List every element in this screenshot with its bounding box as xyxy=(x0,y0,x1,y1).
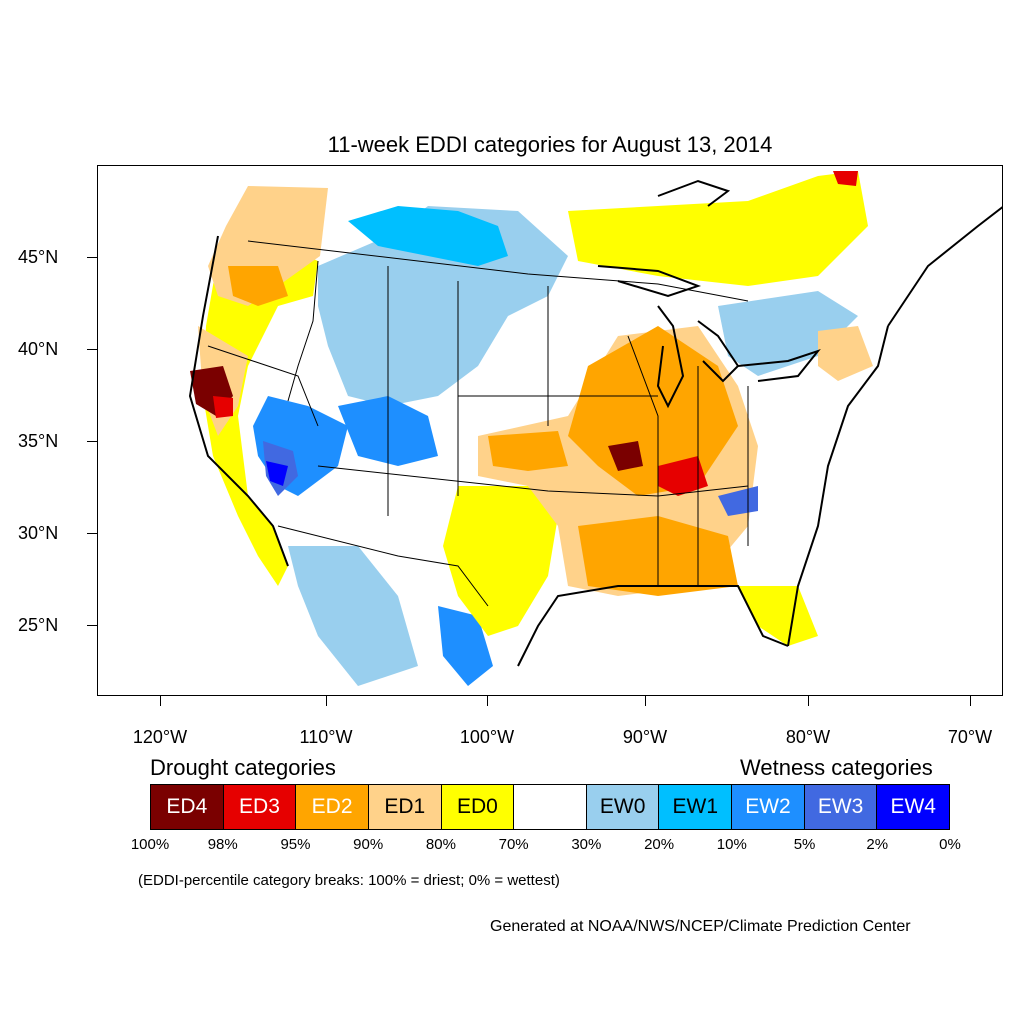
lat-label-40: 40°N xyxy=(18,339,82,360)
lat-tick-40 xyxy=(87,349,97,350)
legend-swatch-ed4: ED4 xyxy=(151,785,224,829)
map-canvas xyxy=(98,166,1003,696)
lat-label-35: 35°N xyxy=(18,431,82,452)
lon-tick-120 xyxy=(160,696,161,706)
legend-swatch-ed3: ED3 xyxy=(224,785,297,829)
percentile-label: 95% xyxy=(265,836,325,853)
percentile-label: 100% xyxy=(120,836,180,853)
lon-label-120: 120°W xyxy=(110,727,210,748)
region-ed3-california xyxy=(213,396,233,418)
percentile-label: 90% xyxy=(338,836,398,853)
lon-label-80: 80°W xyxy=(758,727,858,748)
percentile-label: 5% xyxy=(775,836,835,853)
eddi-map xyxy=(97,165,1003,696)
lon-label-100: 100°W xyxy=(437,727,537,748)
percentile-label: 0% xyxy=(920,836,980,853)
percentile-label: 80% xyxy=(411,836,471,853)
lat-tick-30 xyxy=(87,533,97,534)
lon-tick-80 xyxy=(808,696,809,706)
legend-swatch-ew2: EW2 xyxy=(732,785,805,829)
legend-swatch-ew1: EW1 xyxy=(659,785,732,829)
legend-swatch-ew4: EW4 xyxy=(877,785,949,829)
lat-tick-35 xyxy=(87,441,97,442)
lon-label-70: 70°W xyxy=(920,727,1020,748)
legend-note: (EDDI-percentile category breaks: 100% =… xyxy=(138,872,560,889)
lon-tick-90 xyxy=(645,696,646,706)
legend-swatch-ew0: EW0 xyxy=(587,785,660,829)
percentile-label: 20% xyxy=(629,836,689,853)
lon-label-90: 90°W xyxy=(595,727,695,748)
lon-label-110: 110°W xyxy=(276,727,376,748)
region-ed2-plains xyxy=(488,431,568,471)
lon-tick-110 xyxy=(326,696,327,706)
percentile-label: 30% xyxy=(556,836,616,853)
percentile-label: 98% xyxy=(193,836,253,853)
lat-tick-25 xyxy=(87,625,97,626)
legend-swatch-ew3: EW3 xyxy=(805,785,878,829)
legend-swatch-ed0: ED0 xyxy=(442,785,515,829)
legend-swatch-ed2: ED2 xyxy=(296,785,369,829)
percentile-label: 70% xyxy=(484,836,544,853)
lat-tick-45 xyxy=(87,257,97,258)
percentile-label: 2% xyxy=(847,836,907,853)
legend-swatch-neutral xyxy=(514,785,587,829)
wetness-heading: Wetness categories xyxy=(740,755,933,781)
credit-line: Generated at NOAA/NWS/NCEP/Climate Predi… xyxy=(490,918,911,936)
lon-tick-70 xyxy=(970,696,971,706)
lat-label-45: 45°N xyxy=(18,247,82,268)
lat-label-30: 30°N xyxy=(18,523,82,544)
lon-tick-100 xyxy=(487,696,488,706)
map-title: 11-week EDDI categories for August 13, 2… xyxy=(0,132,1024,158)
category-legend: ED4 ED3 ED2 ED1 ED0 EW0 EW1 EW2 EW3 EW4 xyxy=(150,784,950,830)
drought-heading: Drought categories xyxy=(150,755,336,781)
legend-swatch-ed1: ED1 xyxy=(369,785,442,829)
lat-label-25: 25°N xyxy=(18,615,82,636)
percentile-label: 10% xyxy=(702,836,762,853)
